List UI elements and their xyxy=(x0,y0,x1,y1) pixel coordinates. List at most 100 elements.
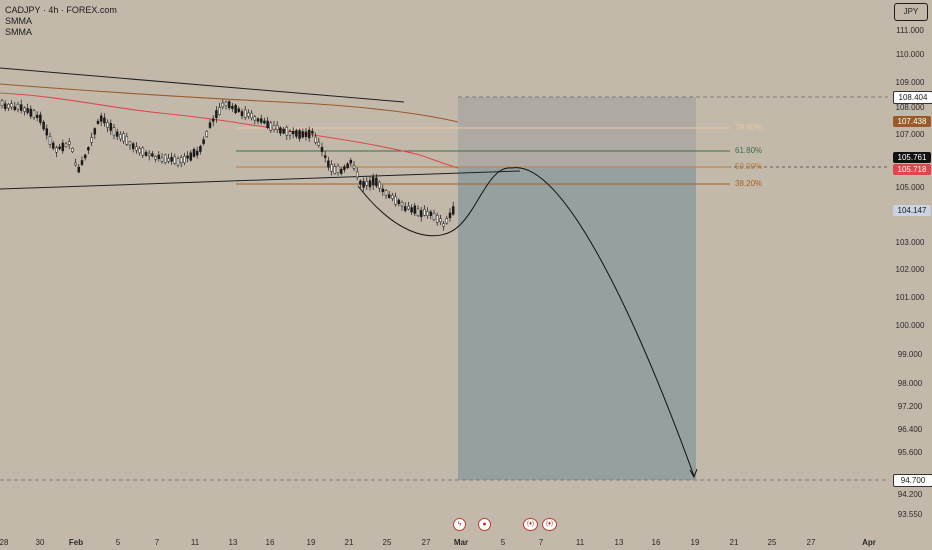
candle xyxy=(439,218,442,223)
candle xyxy=(96,120,100,124)
trendline-lower[interactable] xyxy=(0,170,521,190)
symbol-title[interactable]: CADJPY · 4h · FOREX.com xyxy=(5,5,117,15)
economic-event-icon[interactable]: ● xyxy=(478,518,491,531)
candle xyxy=(387,194,391,198)
candle xyxy=(416,208,420,216)
smma-slow-price-label: 107.438 xyxy=(893,116,931,127)
candle xyxy=(224,101,228,107)
stop-price-label[interactable]: 108.404 xyxy=(893,91,932,104)
smma-slow-line[interactable] xyxy=(0,83,459,123)
candle xyxy=(378,181,381,189)
candle xyxy=(291,130,295,135)
candle xyxy=(112,127,116,136)
candle xyxy=(259,118,263,123)
candle xyxy=(221,102,225,108)
candle xyxy=(195,150,199,156)
candle xyxy=(32,110,36,118)
price-tick: 98.000 xyxy=(897,379,923,388)
candle xyxy=(215,110,218,118)
earnings-event-icon[interactable]: ϟ xyxy=(453,518,466,531)
indicator-smma-2[interactable]: SMMA xyxy=(5,27,32,37)
smma-fast-line[interactable] xyxy=(0,92,459,169)
price-tick: 108.000 xyxy=(895,103,925,112)
candle xyxy=(208,122,212,128)
currency-button[interactable]: JPY xyxy=(894,3,928,21)
price-tick: 111.000 xyxy=(896,26,924,35)
candle xyxy=(336,165,340,174)
candle xyxy=(250,112,253,119)
time-tick: 13 xyxy=(614,538,624,547)
price-axis[interactable]: 111.000 110.000 109.000 108.000 107.000 … xyxy=(888,0,932,519)
candle xyxy=(48,136,52,145)
candle xyxy=(119,134,122,139)
entry-price-label[interactable]: 105.761 xyxy=(893,152,931,163)
candle xyxy=(413,205,417,214)
candle xyxy=(39,114,42,123)
candle xyxy=(83,154,87,159)
candle xyxy=(391,194,394,199)
time-tick: 11 xyxy=(575,538,585,547)
time-tick: 28 xyxy=(0,538,9,547)
candle xyxy=(423,208,426,216)
trendline-upper[interactable] xyxy=(0,67,405,103)
projection-drop-curve[interactable] xyxy=(511,167,695,477)
target-price-label[interactable]: 94.700 xyxy=(893,474,932,487)
candle xyxy=(26,108,29,113)
candle xyxy=(80,160,84,165)
candle xyxy=(288,131,292,136)
reward-zone[interactable] xyxy=(458,168,696,480)
candle xyxy=(285,127,289,136)
time-tick: 5 xyxy=(500,538,506,547)
candle xyxy=(426,211,429,216)
candle xyxy=(445,218,449,224)
indicator-smma-1[interactable]: SMMA xyxy=(5,16,32,26)
candle xyxy=(160,157,164,162)
candle xyxy=(90,137,93,143)
fib-label-500: 50.00% xyxy=(735,162,763,171)
candle xyxy=(397,199,401,205)
time-tick: 27 xyxy=(806,538,816,547)
price-tick: 94.200 xyxy=(897,490,923,499)
candle xyxy=(151,153,154,157)
candle xyxy=(269,122,273,131)
candle xyxy=(35,114,39,118)
candle xyxy=(186,155,189,159)
candle xyxy=(301,131,305,138)
candle xyxy=(51,142,55,149)
candle xyxy=(128,141,132,146)
canada-flag-event-icon[interactable]: (♦) xyxy=(523,518,538,531)
last-price-label: 104.147 xyxy=(893,205,931,216)
candle xyxy=(205,131,209,138)
candle xyxy=(365,181,369,186)
time-axis[interactable]: 28 30 Feb 5 7 11 13 16 19 21 25 27 Mar 5… xyxy=(0,534,888,550)
time-tick: 16 xyxy=(265,538,275,547)
candle xyxy=(202,139,205,144)
candle xyxy=(93,128,97,135)
candle xyxy=(355,171,359,178)
candle xyxy=(435,215,439,223)
candle xyxy=(362,181,365,188)
candle xyxy=(314,136,317,143)
time-tick: 5 xyxy=(115,538,121,547)
candle xyxy=(173,156,177,164)
candle xyxy=(170,156,173,162)
price-tick: 93.550 xyxy=(897,510,923,519)
candle xyxy=(115,131,119,137)
risk-zone[interactable] xyxy=(458,97,696,168)
candlestick-series[interactable] xyxy=(0,98,455,231)
candle xyxy=(176,158,180,166)
canada-flag-event-icon[interactable]: (♦) xyxy=(542,518,557,531)
candle xyxy=(311,130,314,134)
candle xyxy=(349,159,353,164)
candle xyxy=(10,103,13,108)
candle xyxy=(352,165,356,169)
candle xyxy=(442,223,445,227)
price-tick: 105.000 xyxy=(895,183,925,192)
time-tick: 21 xyxy=(729,538,739,547)
projection-cup-curve[interactable] xyxy=(357,167,513,237)
candle xyxy=(138,148,141,154)
candle xyxy=(141,147,145,156)
candle xyxy=(154,156,157,160)
price-tick: 95.600 xyxy=(897,448,923,457)
